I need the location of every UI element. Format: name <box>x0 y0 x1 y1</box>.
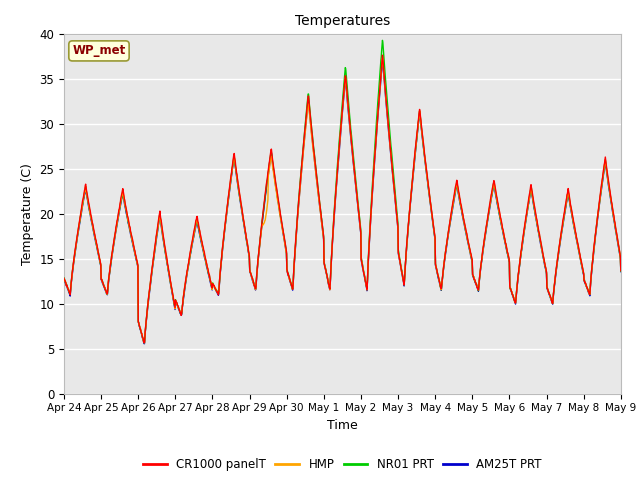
Legend: CR1000 panelT, HMP, NR01 PRT, AM25T PRT: CR1000 panelT, HMP, NR01 PRT, AM25T PRT <box>138 454 547 476</box>
Title: Temperatures: Temperatures <box>295 14 390 28</box>
X-axis label: Time: Time <box>327 419 358 432</box>
Text: WP_met: WP_met <box>72 44 125 58</box>
Y-axis label: Temperature (C): Temperature (C) <box>21 163 34 264</box>
